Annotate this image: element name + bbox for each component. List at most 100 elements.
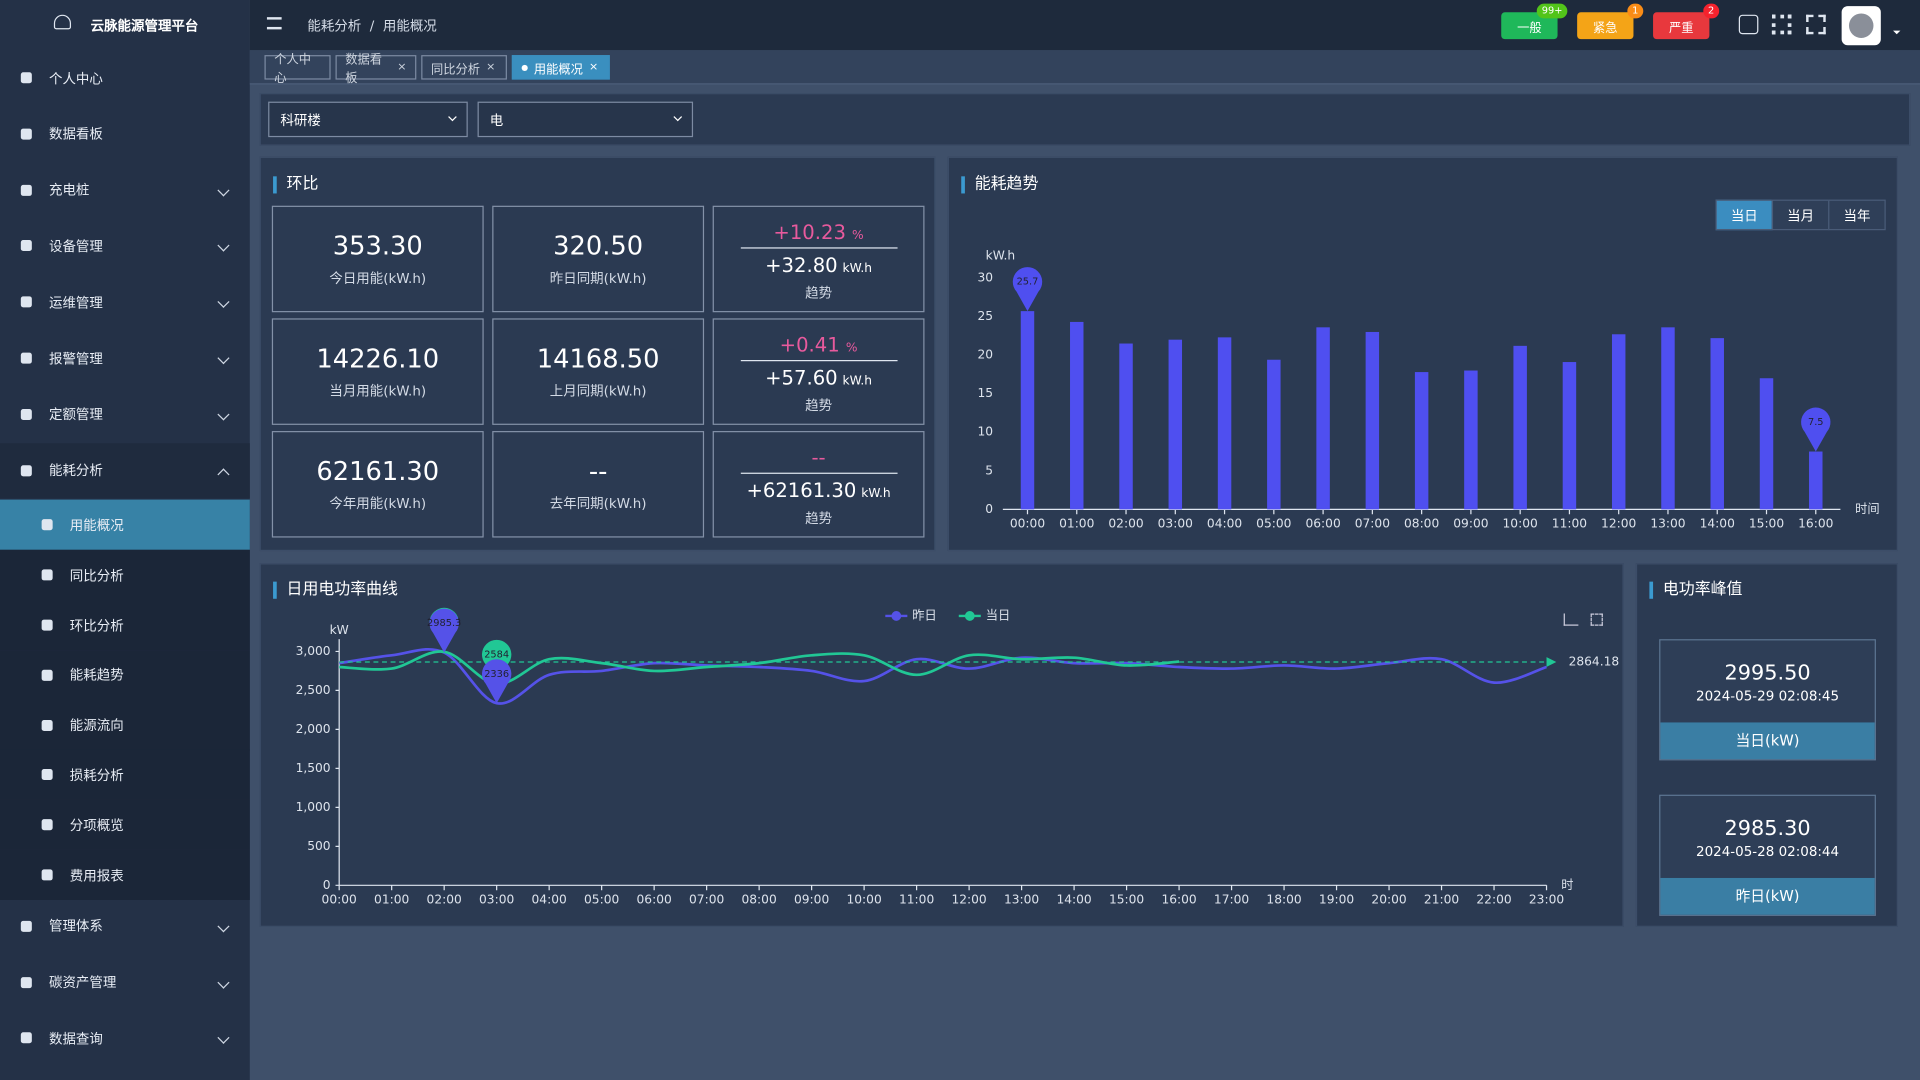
menu-label: 设备管理 bbox=[48, 238, 103, 255]
menu-label: 用能概况 bbox=[69, 517, 124, 534]
fullscreen-icon[interactable] bbox=[1806, 14, 1826, 35]
menu-item[interactable]: 报警管理 bbox=[0, 331, 250, 386]
x-tick-label: 08:00 bbox=[741, 893, 776, 907]
y-tick-label: 0 bbox=[323, 878, 331, 892]
tab-close[interactable]: × bbox=[486, 61, 496, 74]
menu-icon bbox=[20, 352, 32, 364]
submenu-item[interactable]: 用能概况 bbox=[0, 500, 250, 551]
stat-label: 上月同期(kW.h) bbox=[549, 383, 647, 400]
submenu-item[interactable]: 分项概览 bbox=[0, 799, 250, 851]
stat-label: 今日用能(kW.h) bbox=[329, 270, 427, 287]
change-card: +0.41% +57.60 kW.h 趋势 bbox=[712, 318, 925, 425]
tab-close[interactable]: × bbox=[588, 61, 599, 74]
menu-item[interactable]: 数据看板 bbox=[0, 106, 250, 161]
menu-item[interactable]: 数据查询 bbox=[0, 1011, 250, 1066]
panel-title: 环比 bbox=[273, 176, 318, 194]
legend-label: 昨日 bbox=[912, 608, 936, 622]
x-tick-label: 13:00 bbox=[1004, 893, 1039, 907]
y-tick-label: 2,000 bbox=[296, 722, 331, 736]
x-tick-label: 14:00 bbox=[1056, 893, 1091, 907]
menu-item[interactable]: 定额管理 bbox=[0, 387, 250, 442]
y-tick-label: 25 bbox=[977, 309, 993, 323]
tab[interactable]: 个人中心 bbox=[264, 54, 331, 86]
range-button[interactable]: 当月 bbox=[1771, 199, 1830, 231]
qr-icon[interactable] bbox=[1771, 14, 1792, 35]
stat-value: 353.30 bbox=[332, 231, 423, 261]
alert-badge[interactable]: 一般 99+ bbox=[1501, 3, 1568, 40]
submenu-item[interactable]: 同比分析 bbox=[0, 550, 250, 601]
bar bbox=[1119, 343, 1133, 510]
bar bbox=[1217, 337, 1232, 510]
legend-swatch bbox=[964, 611, 975, 621]
percent-value: +10.23 bbox=[773, 220, 846, 244]
avatar[interactable] bbox=[1841, 6, 1881, 46]
menu-arrow bbox=[217, 408, 230, 421]
bar bbox=[1513, 345, 1527, 510]
select[interactable]: 科研楼 bbox=[268, 101, 468, 138]
x-tick-label: 20:00 bbox=[1371, 893, 1406, 907]
y-tick-label: 1,000 bbox=[296, 800, 331, 814]
bar bbox=[1464, 370, 1478, 510]
submenu-item[interactable]: 能源流向 bbox=[0, 699, 250, 751]
top-bar[interactable]: 能耗分析 / 用能概况 一般 99+ 紧急 1 严重 2 bbox=[249, 0, 1920, 51]
percent-value: +0.41 bbox=[779, 333, 840, 357]
menu-icon bbox=[20, 976, 32, 988]
submenu-item[interactable]: 费用报表 bbox=[0, 849, 250, 901]
panel-title: 电功率峰值 bbox=[1649, 581, 1742, 599]
menu-icon bbox=[41, 519, 53, 531]
x-tick-label: 10:00 bbox=[846, 893, 881, 907]
menu-icon bbox=[20, 464, 32, 476]
menu-item[interactable]: 运维管理 bbox=[0, 275, 250, 330]
x-axis-title: 时间 bbox=[1855, 502, 1879, 516]
y-tick-label: 1,500 bbox=[296, 761, 331, 775]
tab-close[interactable]: × bbox=[397, 61, 407, 74]
shirt-icon[interactable] bbox=[1738, 14, 1759, 35]
tab[interactable]: 用能概况 × bbox=[511, 55, 610, 80]
change-percent: -- bbox=[714, 446, 923, 469]
crumb[interactable]: 能耗分析 bbox=[307, 18, 362, 35]
range-button[interactable]: 当日 bbox=[1715, 199, 1774, 231]
alert-badge[interactable]: 严重 2 bbox=[1653, 3, 1720, 40]
peak-label: 昨日(kW) bbox=[1660, 877, 1875, 915]
menu-item[interactable]: 充电桩 bbox=[0, 162, 250, 217]
chart-tool[interactable] bbox=[1590, 613, 1603, 626]
tab[interactable]: 数据看板 × bbox=[335, 54, 417, 86]
y-tick-label: 0 bbox=[985, 502, 993, 516]
stat-card: 320.50 昨日同期(kW.h) bbox=[492, 205, 705, 313]
menu-icon bbox=[20, 72, 32, 84]
mark-pin bbox=[429, 608, 459, 653]
stat-label: 当月用能(kW.h) bbox=[329, 383, 427, 400]
menu-toggle[interactable] bbox=[266, 17, 282, 30]
y-tick-label: 20 bbox=[977, 348, 993, 362]
menu-item[interactable]: 设备管理 bbox=[0, 218, 250, 273]
x-tick-label: 02:00 bbox=[1108, 517, 1143, 531]
bar bbox=[1267, 359, 1281, 510]
stat-card: 14226.10 当月用能(kW.h) bbox=[271, 318, 484, 425]
x-tick-label: 03:00 bbox=[479, 893, 514, 907]
breadcrumb: 能耗分析 / 用能概况 bbox=[307, 16, 436, 36]
mark-pin-label: 25.7 bbox=[1017, 277, 1039, 288]
bar-chart: kW.h 时间 0 5 10 15 20 25 30 00:00 25.7 01:00 02:00 03:… bbox=[977, 248, 1879, 531]
alert-badge[interactable]: 紧急 1 bbox=[1577, 3, 1644, 40]
menu-item[interactable]: 碳资产管理 bbox=[0, 955, 250, 1010]
alert-count: 99+ bbox=[1536, 3, 1568, 19]
x-tick-label: 09:00 bbox=[1453, 517, 1488, 531]
crumb: 用能概况 bbox=[382, 18, 437, 35]
change-divider bbox=[740, 247, 897, 249]
mark-line-arrow bbox=[1546, 657, 1557, 667]
menu-item[interactable]: 个人中心 bbox=[0, 50, 250, 105]
menu-item[interactable]: 管理体系 bbox=[0, 899, 250, 954]
x-tick-label: 07:00 bbox=[689, 893, 724, 907]
x-tick-label: 23:00 bbox=[1529, 893, 1564, 907]
range-button[interactable]: 当年 bbox=[1828, 199, 1886, 231]
avatar-caret[interactable] bbox=[1893, 30, 1901, 38]
chart-tool[interactable] bbox=[1563, 613, 1579, 626]
submenu-item[interactable]: 环比分析 bbox=[0, 600, 250, 651]
y-tick-label: 5 bbox=[985, 463, 993, 477]
select[interactable]: 电 bbox=[477, 101, 694, 138]
tab[interactable]: 同比分析 × bbox=[421, 55, 507, 80]
menu-item[interactable]: 能耗分析 bbox=[0, 442, 250, 498]
submenu-item[interactable]: 损耗分析 bbox=[0, 749, 250, 801]
change-diff: +62161.30 kW.h bbox=[714, 479, 923, 502]
submenu-item[interactable]: 能耗趋势 bbox=[0, 649, 250, 701]
